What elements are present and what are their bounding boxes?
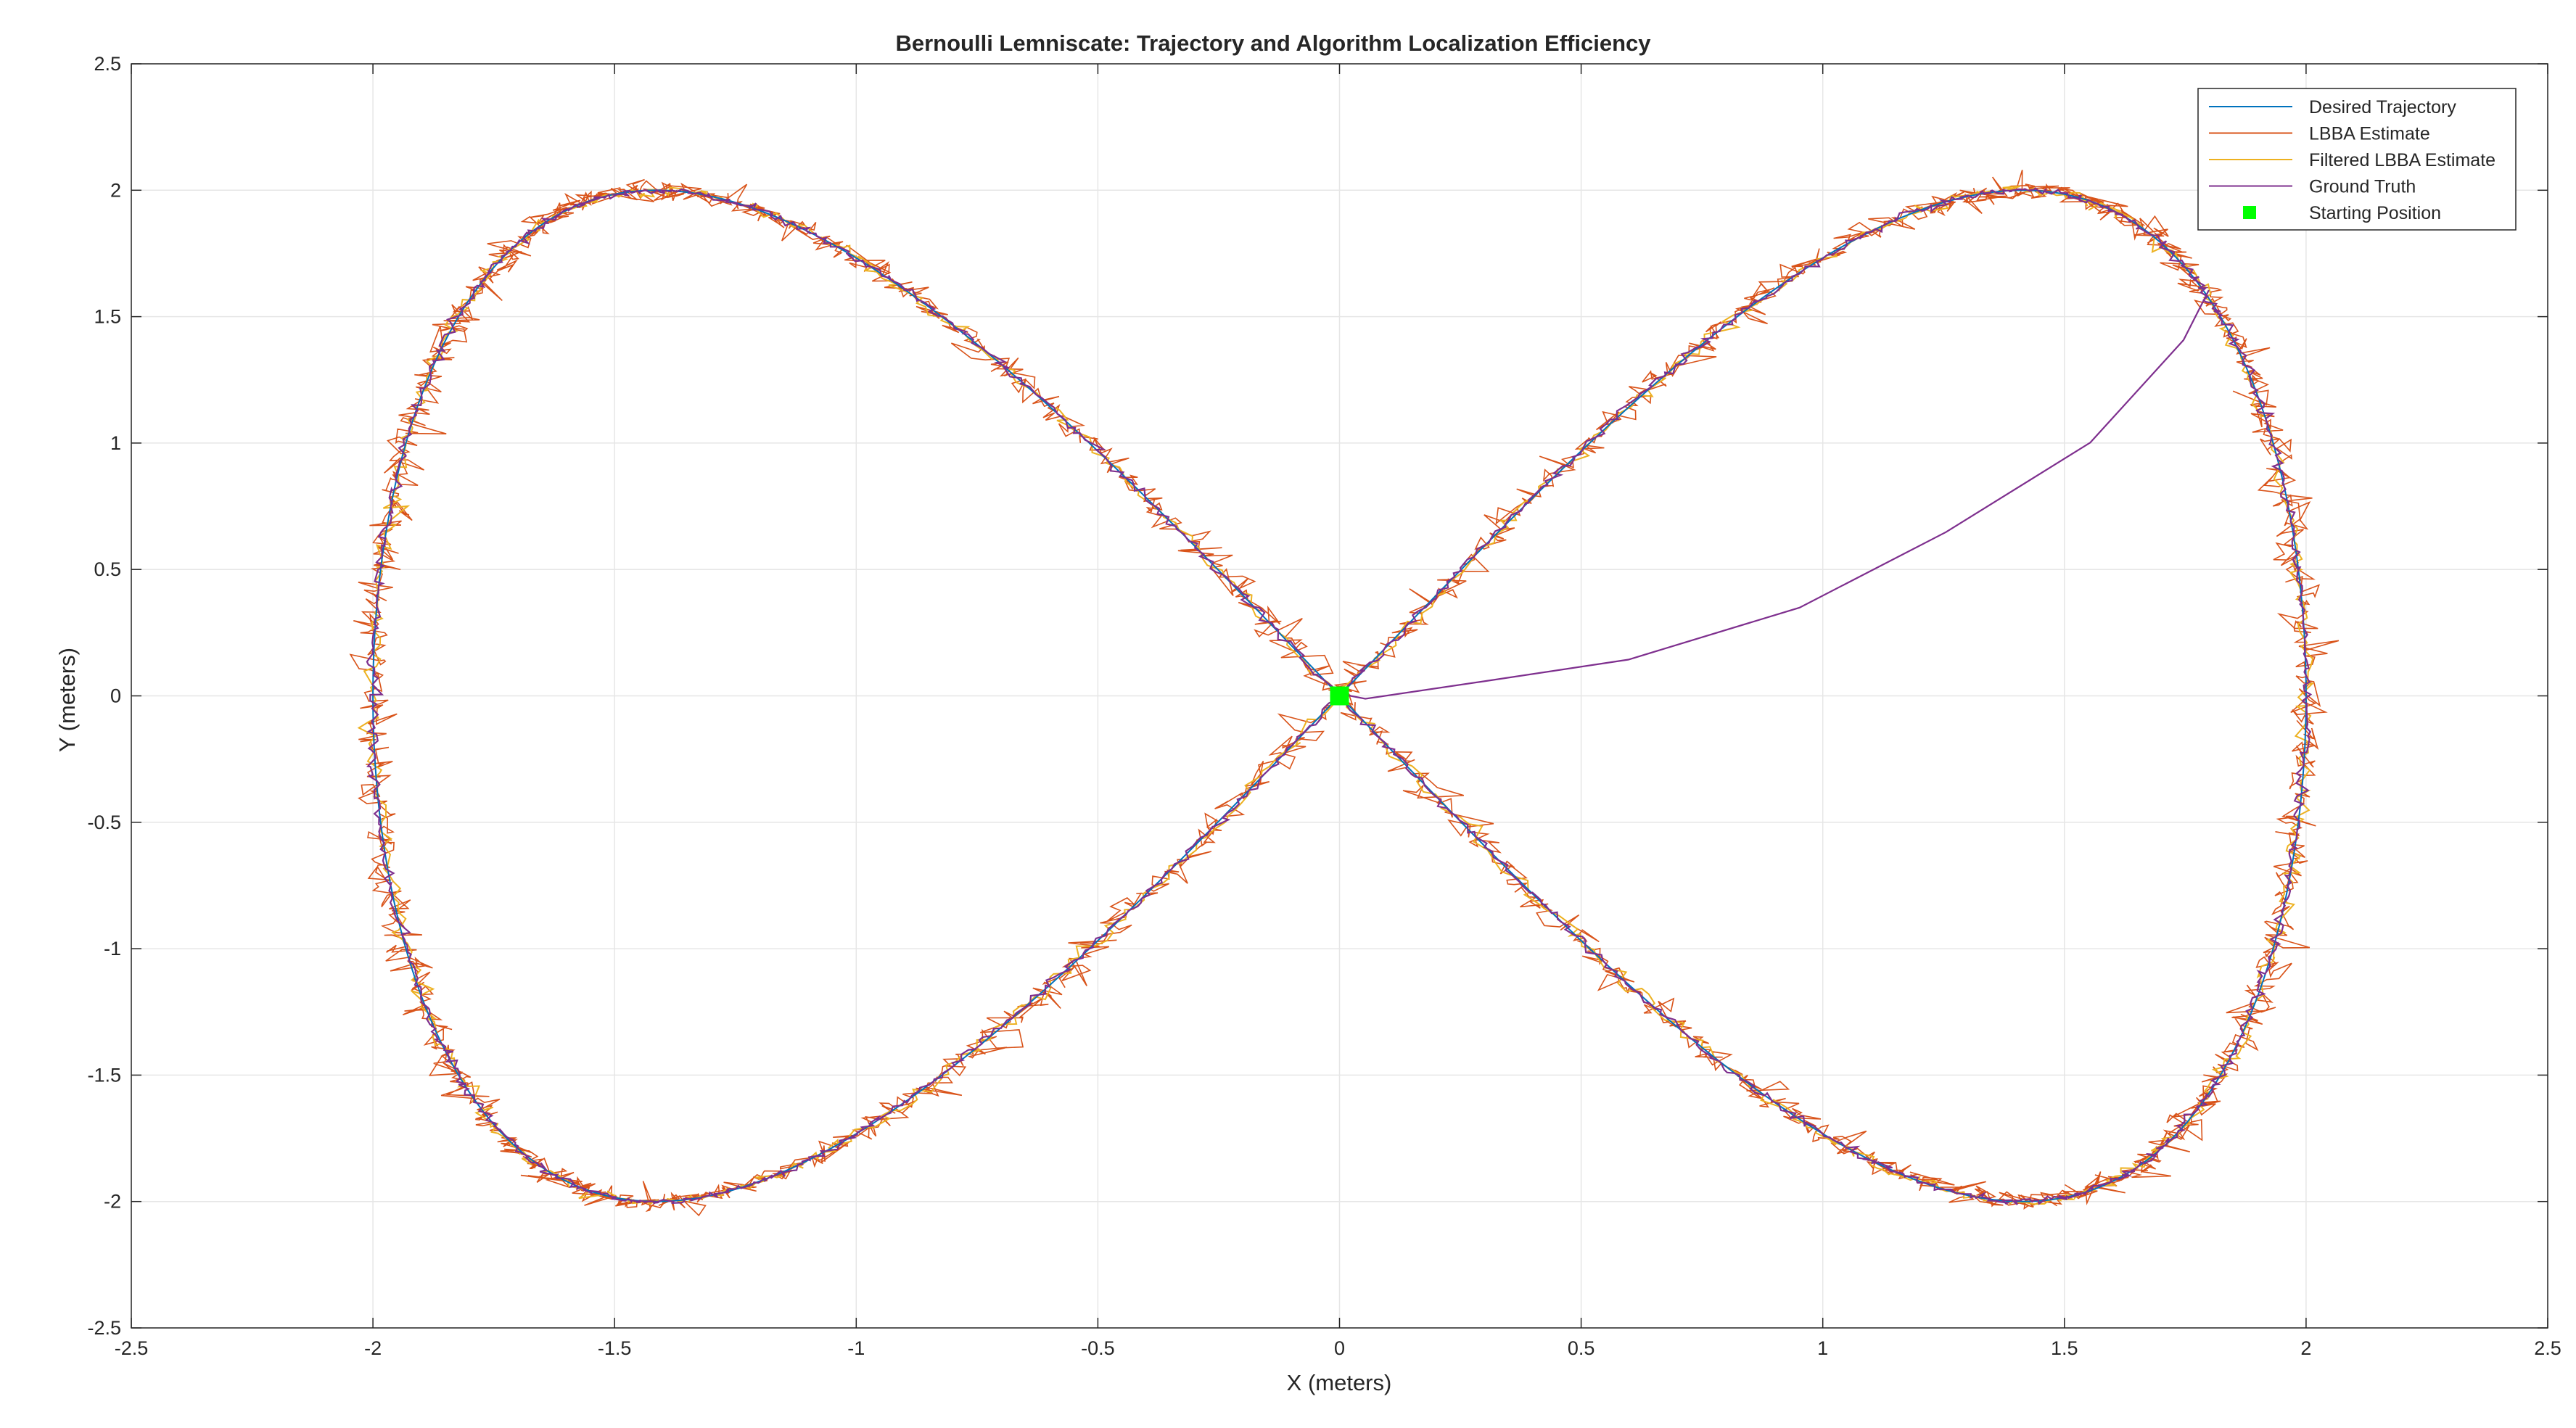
x-tick-label: -2 (364, 1337, 382, 1359)
legend-label: Starting Position (2309, 203, 2441, 223)
x-tick-label: -1 (847, 1337, 865, 1359)
y-tick-label: 1.5 (94, 306, 121, 328)
legend-marker (2243, 206, 2256, 219)
x-tick-label: 0.5 (1568, 1337, 1595, 1359)
x-tick-label: -1.5 (598, 1337, 632, 1359)
x-tick-label: 2 (2300, 1337, 2311, 1359)
chart-title: Bernoulli Lemniscate: Trajectory and Alg… (895, 30, 1651, 56)
y-tick-label: 2 (110, 179, 121, 201)
y-tick-label: 2.5 (94, 53, 121, 75)
y-tick-label: -2.5 (87, 1317, 121, 1339)
legend-label: Ground Truth (2309, 177, 2416, 197)
y-tick-label: -1 (104, 938, 121, 959)
starting-position-marker (1330, 686, 1349, 706)
x-tick-label: 2.5 (2534, 1337, 2561, 1359)
x-tick-label: -2.5 (115, 1337, 149, 1359)
x-tick-label: 0 (1334, 1337, 1345, 1359)
y-tick-label: -1.5 (87, 1064, 121, 1086)
y-axis-label: Y (meters) (54, 648, 80, 752)
x-tick-label: -0.5 (1081, 1337, 1115, 1359)
x-tick-label: 1.5 (2051, 1337, 2078, 1359)
legend-label: LBBA Estimate (2309, 124, 2430, 144)
legend-label: Filtered LBBA Estimate (2309, 150, 2495, 170)
y-tick-label: 0.5 (94, 558, 121, 580)
x-tick-label: 1 (1817, 1337, 1828, 1359)
y-tick-label: 1 (110, 432, 121, 454)
legend: Desired Trajectory LBBA Estimate Filtered … (2197, 88, 2517, 231)
y-tick-label: -0.5 (87, 812, 121, 833)
y-tick-label: -2 (104, 1191, 121, 1213)
y-tick-label: 0 (110, 685, 121, 707)
series-line-ground-truth (366, 187, 2313, 1205)
x-axis-label: X (meters) (1287, 1370, 1392, 1395)
legend-label: Desired Trajectory (2309, 97, 2456, 117)
